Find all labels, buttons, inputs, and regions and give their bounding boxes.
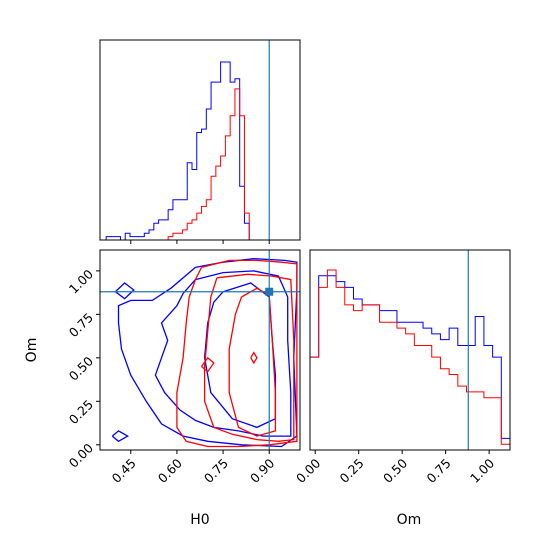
contour-level-5 [111, 430, 130, 443]
om-x-tick-label: 0.00 [293, 455, 323, 485]
contour-y-tick-label: 1.00 [66, 266, 96, 296]
contour-x-tick-label: 0.60 [155, 455, 185, 485]
contour-level-3 [203, 282, 277, 429]
contour-x-tick-label: 0.45 [109, 456, 139, 486]
contour-y-tick-label: 0.75 [66, 310, 96, 340]
om-histogram-series-2 [309, 269, 511, 450]
om-histogram-frame [309, 249, 511, 451]
om-histogram-series-1 [309, 275, 511, 450]
contour-level-6 [176, 259, 298, 448]
contour-level-9 [200, 356, 215, 373]
h0-om-contour-panel: 0.45 0.60 0.75 0.90 0.00 0.25 0.50 0.75 1.00 [66, 249, 301, 486]
contour-level-1 [117, 258, 298, 448]
om-x-tick-label: 0.75 [423, 456, 453, 486]
h0-histogram-series-1 [105, 61, 250, 241]
h0-histogram-frame [99, 39, 301, 241]
contour-level-10 [250, 351, 258, 365]
contour-y-tick-label: 0.50 [66, 353, 96, 383]
om-histogram-panel: 0.00 0.25 0.50 0.75 1.00 [293, 249, 511, 486]
contour-x-tick-label: 0.75 [201, 456, 231, 486]
y-axis-label-om: Om [24, 338, 40, 363]
contour-level-8 [228, 287, 277, 437]
contour-truth-marker [265, 287, 274, 296]
h0-histogram-series-2 [106, 88, 250, 241]
contour-y-tick-label: 0.00 [66, 440, 96, 470]
contour-level-4 [114, 282, 135, 300]
om-x-tick-label: 1.00 [467, 455, 497, 485]
x-axis-label-h0: H0 [190, 512, 209, 528]
contour-lines [111, 258, 298, 448]
h0-histogram-panel [99, 39, 301, 244]
contour-level-7 [203, 273, 295, 442]
contour-y-tick-label: 0.25 [66, 397, 96, 427]
om-x-tick-label: 0.50 [380, 455, 410, 485]
contour-frame [99, 249, 301, 451]
x-axis-label-om: Om [397, 512, 422, 528]
om-x-tick-label: 0.25 [337, 456, 367, 486]
contour-x-tick-label: 0.90 [247, 455, 277, 485]
